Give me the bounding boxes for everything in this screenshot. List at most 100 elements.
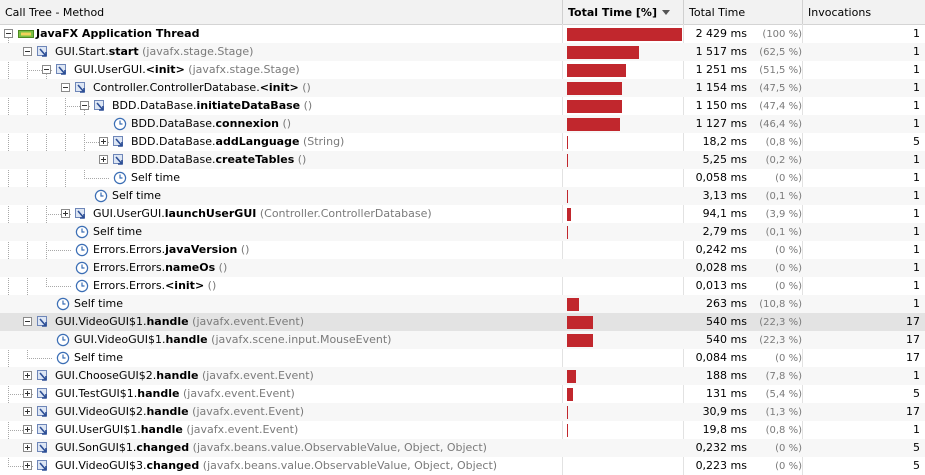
method-class-name: BDD.DataBase.: [131, 117, 216, 130]
method-class-name: Self time: [112, 189, 162, 202]
table-row[interactable]: GUI.VideoGUI$2.handle (javafx.event.Even…: [0, 403, 925, 421]
total-pct-cell: [563, 115, 683, 133]
method-cell: Self time: [0, 295, 562, 313]
method-label: BDD.DataBase.connexion (): [131, 115, 291, 133]
total-time-percent: (0 %): [775, 245, 802, 256]
table-row[interactable]: GUI.UserGUI.launchUserGUI (Controller.Co…: [0, 205, 925, 223]
method-class-name: Errors.Errors.: [93, 243, 166, 256]
method-args: (String): [302, 135, 345, 148]
column-header-method[interactable]: Call Tree - Method: [0, 0, 563, 24]
method-label: Self time: [131, 169, 180, 187]
collapse-icon[interactable]: [4, 29, 13, 38]
total-time-cell: 5,25 ms (0,2 %): [684, 151, 802, 169]
method-label: Self time: [74, 295, 123, 313]
expand-icon[interactable]: [23, 371, 32, 380]
total-pct-cell: [563, 385, 683, 403]
time-bar: [567, 154, 568, 167]
total-time-percent: (62,5 %): [759, 47, 802, 58]
method-cell: BDD.DataBase.addLanguage (String): [0, 133, 562, 151]
method-class-name: BDD.DataBase.: [131, 135, 216, 148]
method-name: handle: [165, 333, 208, 346]
column-header-total-time[interactable]: Total Time: [684, 0, 803, 24]
table-row[interactable]: GUI.VideoGUI$1.handle (javafx.event.Even…: [0, 313, 925, 331]
table-row[interactable]: GUI.UserGUI$1.handle (javafx.event.Event…: [0, 421, 925, 439]
table-row[interactable]: GUI.TestGUI$1.handle (javafx.event.Event…: [0, 385, 925, 403]
table-row[interactable]: BDD.DataBase.initiateDataBase () 1 150 ms…: [0, 97, 925, 115]
method-name: <init>: [145, 63, 185, 76]
method-args: (): [302, 81, 311, 94]
total-time-value: 18,2 ms: [702, 135, 747, 148]
time-bar: [567, 28, 682, 41]
method-class-name: GUI.VideoGUI$1.: [55, 315, 147, 328]
collapse-icon[interactable]: [42, 65, 51, 74]
method-class-name: GUI.SonGUI$1.: [55, 441, 137, 454]
clock-icon: [75, 243, 89, 257]
expand-icon[interactable]: [99, 155, 108, 164]
method-name: handle: [146, 315, 189, 328]
total-time-percent: (0,8 %): [765, 137, 802, 148]
method-label: Errors.Errors.javaVersion (): [93, 241, 249, 259]
method-cell: GUI.VideoGUI$2.handle (javafx.event.Even…: [0, 403, 562, 421]
table-row[interactable]: Controller.ControllerDatabase.<init> () 1…: [0, 79, 925, 97]
expand-icon[interactable]: [23, 407, 32, 416]
invocations-cell: 1: [913, 153, 920, 166]
table-row[interactable]: GUI.UserGUI.<init> (javafx.stage.Stage) 1…: [0, 61, 925, 79]
time-bar: [567, 370, 576, 383]
column-header-invocations[interactable]: Invocations: [803, 0, 925, 24]
total-pct-cell: [563, 97, 683, 115]
table-row[interactable]: BDD.DataBase.addLanguage (String) 18,2 ms…: [0, 133, 925, 151]
total-time-cell: 1 150 ms (47,4 %): [684, 97, 802, 115]
total-time-value: 0,058 ms: [695, 171, 747, 184]
clock-icon: [75, 261, 89, 275]
clock-icon: [56, 351, 70, 365]
total-pct-cell: [563, 259, 683, 277]
method-class-name: GUI.ChooseGUI$2.: [55, 369, 157, 382]
table-row[interactable]: BDD.DataBase.connexion () 1 127 ms (46,4 %…: [0, 115, 925, 133]
method-cell: GUI.VideoGUI$1.handle (javafx.event.Even…: [0, 313, 562, 331]
total-time-percent: (0,1 %): [765, 227, 802, 238]
invocations-cell: 1: [913, 63, 920, 76]
total-pct-cell: [563, 313, 683, 331]
table-row[interactable]: Self time 263 ms (10,8 %) 1: [0, 295, 925, 313]
total-pct-cell: [563, 457, 683, 475]
table-row[interactable]: Errors.Errors.nameOs () 0,028 ms (0 %) 1: [0, 259, 925, 277]
method-name: addLanguage: [215, 135, 300, 148]
total-time-percent: (22,3 %): [759, 335, 802, 346]
expand-icon[interactable]: [23, 461, 32, 470]
table-row[interactable]: GUI.SonGUI$1.changed (javafx.beans.value…: [0, 439, 925, 457]
total-time-cell: 19,8 ms (0,8 %): [684, 421, 802, 439]
collapse-icon[interactable]: [23, 317, 32, 326]
table-row[interactable]: GUI.ChooseGUI$2.handle (javafx.event.Eve…: [0, 367, 925, 385]
table-row[interactable]: Self time 2,79 ms (0,1 %) 1: [0, 223, 925, 241]
total-time-percent: (51,5 %): [759, 65, 802, 76]
table-row[interactable]: BDD.DataBase.createTables () 5,25 ms (0,2 …: [0, 151, 925, 169]
expand-icon[interactable]: [23, 389, 32, 398]
expand-icon[interactable]: [99, 137, 108, 146]
table-row[interactable]: GUI.VideoGUI$3.changed (javafx.beans.val…: [0, 457, 925, 475]
thread-icon: [18, 27, 34, 41]
method-args: (javafx.event.Event): [183, 387, 295, 400]
column-divider: [683, 24, 684, 475]
expand-icon[interactable]: [23, 425, 32, 434]
column-header-total-pct[interactable]: Total Time [%]: [563, 0, 684, 24]
expand-icon[interactable]: [23, 443, 32, 452]
method-label: GUI.VideoGUI$2.handle (javafx.event.Even…: [55, 403, 304, 421]
method-label: GUI.UserGUI.<init> (javafx.stage.Stage): [74, 61, 300, 79]
total-time-value: 0,084 ms: [695, 351, 747, 364]
collapse-icon[interactable]: [61, 83, 70, 92]
table-row[interactable]: Errors.Errors.<init> () 0,013 ms (0 %) 1: [0, 277, 925, 295]
table-row[interactable]: Self time 3,13 ms (0,1 %) 1: [0, 187, 925, 205]
table-row[interactable]: Self time 0,058 ms (0 %) 1: [0, 169, 925, 187]
method-args: (javafx.stage.Stage): [142, 45, 254, 58]
table-row[interactable]: JavaFX Application Thread 2 429 ms (100 %)…: [0, 25, 925, 43]
method-label: Self time: [112, 187, 161, 205]
collapse-icon[interactable]: [23, 47, 32, 56]
table-row[interactable]: GUI.VideoGUI$1.handle (javafx.scene.inpu…: [0, 331, 925, 349]
collapse-icon[interactable]: [80, 101, 89, 110]
table-row[interactable]: Errors.Errors.javaVersion () 0,242 ms (0 %…: [0, 241, 925, 259]
table-row[interactable]: GUI.Start.start (javafx.stage.Stage) 1 51…: [0, 43, 925, 61]
expand-icon[interactable]: [61, 209, 70, 218]
method-name: createTables: [215, 153, 295, 166]
method-label: Self time: [93, 223, 142, 241]
table-row[interactable]: Self time 0,084 ms (0 %) 17: [0, 349, 925, 367]
